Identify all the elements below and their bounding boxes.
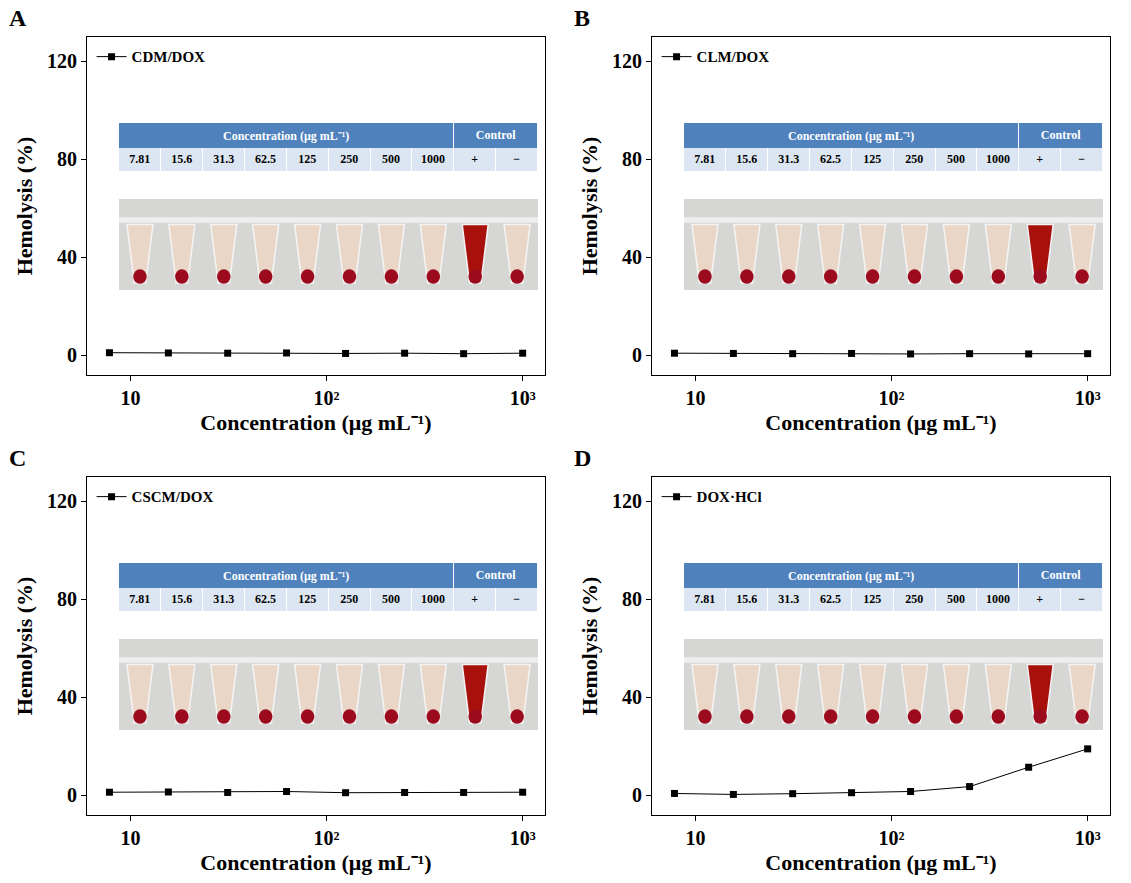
svg-text:CLM/DOX: CLM/DOX <box>697 49 770 65</box>
html-text:31.3: 31.3 <box>778 592 800 607</box>
svg-text:10²: 10² <box>314 387 340 409</box>
html-text:250: 250 <box>905 152 924 167</box>
html-text:125: 125 <box>863 592 882 607</box>
svg-text:Hemolysis (%): Hemolysis (%) <box>12 137 37 276</box>
svg-text:10: 10 <box>686 827 706 849</box>
html-text:15.6: 15.6 <box>171 592 193 607</box>
svg-text:0: 0 <box>67 344 77 366</box>
svg-text:Concentration (μg mL⁻¹): Concentration (μg mL⁻¹) <box>200 410 431 435</box>
html-text:B: B <box>574 5 590 31</box>
html-text:1000: 1000 <box>985 592 1010 607</box>
html-text:7.81: 7.81 <box>694 592 716 607</box>
svg-text:40: 40 <box>622 246 642 268</box>
svg-text:120: 120 <box>612 490 642 512</box>
html-text:1000: 1000 <box>985 152 1010 167</box>
svg-text:0: 0 <box>632 344 642 366</box>
html-text:1000: 1000 <box>420 152 445 167</box>
svg-text:10²: 10² <box>314 827 340 849</box>
html-text:62.5: 62.5 <box>820 592 841 607</box>
svg-text:40: 40 <box>622 686 642 708</box>
svg-text:10²: 10² <box>879 827 905 849</box>
html-text:62.5: 62.5 <box>820 152 841 167</box>
html-text:62.5: 62.5 <box>255 592 276 607</box>
html-text:Control: Control <box>475 568 516 583</box>
html-text:31.3: 31.3 <box>778 152 800 167</box>
html-text:Control: Control <box>1040 128 1081 143</box>
svg-text:10³: 10³ <box>510 387 536 409</box>
svg-text:DOX·HCl: DOX·HCl <box>697 489 762 505</box>
html-text:250: 250 <box>905 592 924 607</box>
svg-text:80: 80 <box>57 588 77 610</box>
html-text:Control: Control <box>475 128 516 143</box>
svg-text:10³: 10³ <box>1075 827 1101 849</box>
svg-text:10: 10 <box>121 827 141 849</box>
svg-text:120: 120 <box>47 490 77 512</box>
html-text:C: C <box>9 445 27 471</box>
svg-text:80: 80 <box>57 148 77 170</box>
html-text:Concentration (μg mL⁻¹): Concentration (μg mL⁻¹) <box>788 569 915 584</box>
svg-text:0: 0 <box>632 784 642 806</box>
svg-text:10²: 10² <box>879 387 905 409</box>
html-text:62.5: 62.5 <box>255 152 276 167</box>
svg-text:Concentration (μg mL⁻¹): Concentration (μg mL⁻¹) <box>765 850 996 875</box>
svg-text:120: 120 <box>612 50 642 72</box>
svg-text:10³: 10³ <box>1075 387 1101 409</box>
html-text:500: 500 <box>947 152 965 167</box>
svg-text:40: 40 <box>57 246 77 268</box>
html-text:Concentration (μg mL⁻¹): Concentration (μg mL⁻¹) <box>788 129 915 144</box>
svg-text:Hemolysis (%): Hemolysis (%) <box>577 137 602 276</box>
html-text:500: 500 <box>382 592 400 607</box>
html-text:15.6: 15.6 <box>736 152 758 167</box>
svg-text:10: 10 <box>686 387 706 409</box>
html-text:Concentration (μg mL⁻¹): Concentration (μg mL⁻¹) <box>223 569 350 584</box>
svg-text:10: 10 <box>121 387 141 409</box>
html-text:7.81: 7.81 <box>129 152 151 167</box>
html-text:15.6: 15.6 <box>736 592 758 607</box>
html-text:31.3: 31.3 <box>213 152 235 167</box>
svg-text:80: 80 <box>622 148 642 170</box>
html-text:1000: 1000 <box>420 592 445 607</box>
svg-text:CSCM/DOX: CSCM/DOX <box>132 489 214 505</box>
svg-text:0: 0 <box>67 784 77 806</box>
html-text:Concentration (μg mL⁻¹): Concentration (μg mL⁻¹) <box>223 129 350 144</box>
html-text:31.3: 31.3 <box>213 592 235 607</box>
html-text:250: 250 <box>340 592 359 607</box>
html-text:125: 125 <box>298 592 317 607</box>
html-text:500: 500 <box>382 152 400 167</box>
html-text:125: 125 <box>863 152 882 167</box>
svg-text:Concentration (μg mL⁻¹): Concentration (μg mL⁻¹) <box>200 850 431 875</box>
html-text:Control: Control <box>1040 568 1081 583</box>
svg-text:Concentration (μg mL⁻¹): Concentration (μg mL⁻¹) <box>765 410 996 435</box>
svg-text:40: 40 <box>57 686 77 708</box>
svg-text:80: 80 <box>622 588 642 610</box>
html-text:7.81: 7.81 <box>694 152 716 167</box>
svg-text:120: 120 <box>47 50 77 72</box>
svg-text:Hemolysis (%): Hemolysis (%) <box>12 577 37 716</box>
html-text:7.81: 7.81 <box>129 592 151 607</box>
svg-text:Hemolysis (%): Hemolysis (%) <box>577 577 602 716</box>
html-text:15.6: 15.6 <box>171 152 193 167</box>
html-text:A: A <box>9 5 27 31</box>
html-text:125: 125 <box>298 152 317 167</box>
svg-text:CDM/DOX: CDM/DOX <box>132 49 205 65</box>
svg-text:10³: 10³ <box>510 827 536 849</box>
html-text:250: 250 <box>340 152 359 167</box>
html-text:D: D <box>574 445 592 471</box>
html-text:500: 500 <box>947 592 965 607</box>
